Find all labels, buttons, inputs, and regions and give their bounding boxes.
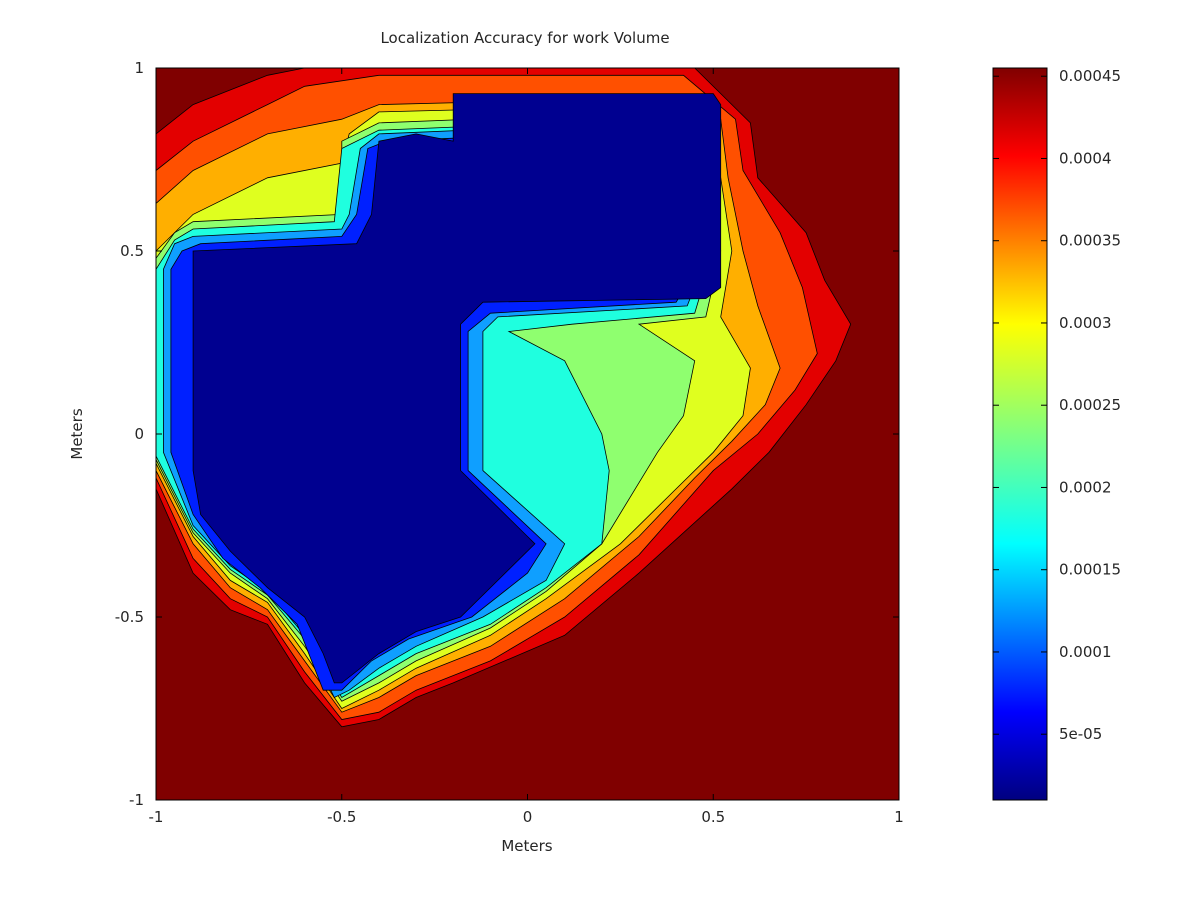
- x-tick-label: -0.5: [327, 808, 356, 826]
- y-tick-label: 0.5: [120, 242, 144, 260]
- colorbar-tick-label: 0.0001: [1059, 643, 1112, 661]
- colorbar-tick-label: 0.00035: [1059, 232, 1121, 250]
- colorbar-tick-label: 0.00045: [1059, 67, 1121, 85]
- colorbar-tick-label: 5e-05: [1059, 725, 1102, 743]
- contour-band-8: [192, 93, 722, 684]
- y-tick-label: -0.5: [115, 608, 144, 626]
- x-tick-label: 0.5: [701, 808, 725, 826]
- x-axis: -1 -0.5 0 0.5 1: [149, 68, 904, 826]
- colorbar-ticks: 5e-05 0.0001 0.00015 0.0002 0.00025 0.0003 0.0…: [993, 67, 1121, 743]
- y-axis: -1 -0.5 0 0.5 1: [115, 59, 899, 809]
- y-tick-label: -1: [129, 791, 144, 809]
- contour-regions: [155, 67, 852, 728]
- colorbar: [992, 67, 1048, 801]
- colorbar-tick-label: 0.00025: [1059, 396, 1121, 414]
- x-axis-label: Meters: [501, 837, 552, 855]
- y-tick-label: 0: [134, 425, 144, 443]
- y-axis-label: Meters: [68, 408, 86, 459]
- x-tick-label: 0: [523, 808, 533, 826]
- y-tick-label: 1: [134, 59, 144, 77]
- colorbar-tick-label: 0.0003: [1059, 314, 1112, 332]
- colorbar-tick-label: 0.00015: [1059, 561, 1121, 579]
- chart-title: Localization Accuracy for work Volume: [380, 29, 669, 47]
- x-tick-label: -1: [149, 808, 164, 826]
- colorbar-tick-label: 0.0002: [1059, 478, 1112, 496]
- x-tick-label: 1: [894, 808, 904, 826]
- colorbar-tick-label: 0.0004: [1059, 149, 1112, 167]
